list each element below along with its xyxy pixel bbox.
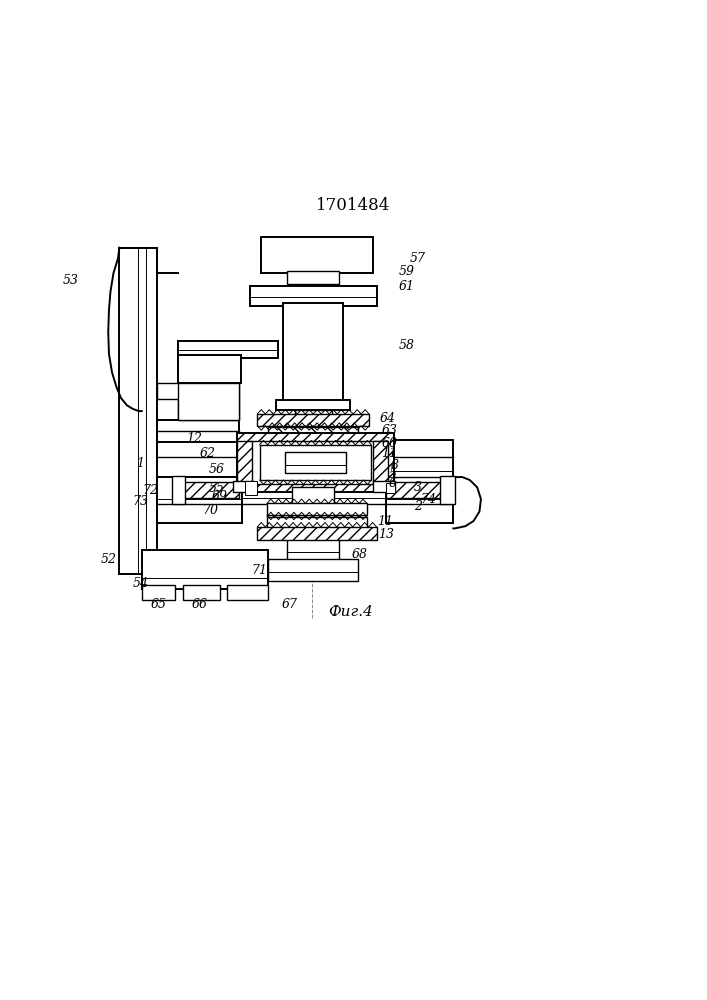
Text: 72: 72: [143, 484, 158, 497]
Text: 69: 69: [212, 490, 228, 503]
Bar: [237, 441, 252, 484]
Bar: [257, 527, 377, 540]
Text: 67: 67: [281, 598, 298, 611]
Bar: [177, 383, 239, 420]
Bar: [177, 341, 278, 358]
Bar: [233, 481, 255, 492]
Text: 70: 70: [202, 504, 218, 517]
Text: 6: 6: [388, 477, 396, 490]
Bar: [280, 440, 354, 452]
Text: 65: 65: [150, 598, 166, 611]
Bar: [287, 271, 339, 284]
Text: 66: 66: [192, 598, 208, 611]
Text: 59: 59: [399, 265, 414, 278]
Bar: [157, 477, 243, 523]
Text: 56: 56: [209, 463, 224, 476]
Bar: [293, 487, 334, 561]
Bar: [157, 383, 237, 399]
Bar: [237, 433, 394, 492]
Text: 11: 11: [381, 447, 397, 460]
Text: 5: 5: [388, 468, 396, 481]
Bar: [250, 286, 377, 306]
Bar: [119, 248, 157, 574]
Bar: [373, 481, 395, 492]
Bar: [267, 503, 367, 515]
Text: 2: 2: [414, 500, 421, 513]
Bar: [386, 482, 448, 498]
Bar: [287, 539, 339, 561]
Bar: [269, 559, 358, 581]
Text: 54: 54: [132, 577, 148, 590]
Bar: [285, 452, 346, 473]
Bar: [373, 441, 387, 484]
Bar: [157, 440, 243, 477]
Text: 8: 8: [391, 459, 399, 472]
Bar: [257, 414, 369, 426]
Text: 61: 61: [399, 280, 414, 293]
Bar: [142, 585, 175, 600]
Text: 68: 68: [351, 548, 368, 561]
Bar: [228, 585, 269, 600]
Bar: [269, 427, 358, 439]
Bar: [386, 440, 453, 523]
Bar: [259, 445, 371, 480]
Text: 1701484: 1701484: [316, 197, 391, 214]
Bar: [157, 420, 239, 442]
Text: 64: 64: [380, 412, 396, 425]
Text: 1: 1: [136, 457, 144, 470]
Bar: [142, 550, 269, 589]
Bar: [440, 476, 455, 504]
Bar: [295, 410, 332, 431]
Text: 55: 55: [209, 482, 224, 495]
Bar: [177, 369, 239, 420]
Text: 74: 74: [420, 493, 436, 506]
Text: 3: 3: [414, 481, 421, 494]
Text: 53: 53: [63, 274, 79, 287]
Text: 57: 57: [409, 252, 426, 265]
Bar: [386, 479, 453, 523]
Text: 73: 73: [132, 495, 148, 508]
Text: 12: 12: [186, 432, 202, 445]
Bar: [261, 237, 373, 273]
Bar: [183, 585, 220, 600]
Text: 60: 60: [381, 437, 397, 450]
Text: 63: 63: [381, 424, 397, 437]
Bar: [172, 476, 185, 504]
Bar: [386, 483, 395, 493]
Bar: [177, 355, 241, 383]
Text: 13: 13: [378, 528, 395, 541]
Bar: [245, 481, 257, 495]
Bar: [267, 517, 367, 528]
Bar: [276, 400, 351, 410]
Text: 62: 62: [199, 447, 216, 460]
Text: 52: 52: [100, 553, 116, 566]
Text: 11: 11: [377, 515, 393, 528]
Bar: [250, 441, 381, 484]
Text: Фиг.4: Фиг.4: [328, 605, 373, 619]
Bar: [250, 441, 381, 484]
Bar: [177, 482, 239, 498]
Bar: [284, 303, 343, 402]
Text: 71: 71: [252, 564, 267, 577]
Text: 58: 58: [399, 339, 414, 352]
